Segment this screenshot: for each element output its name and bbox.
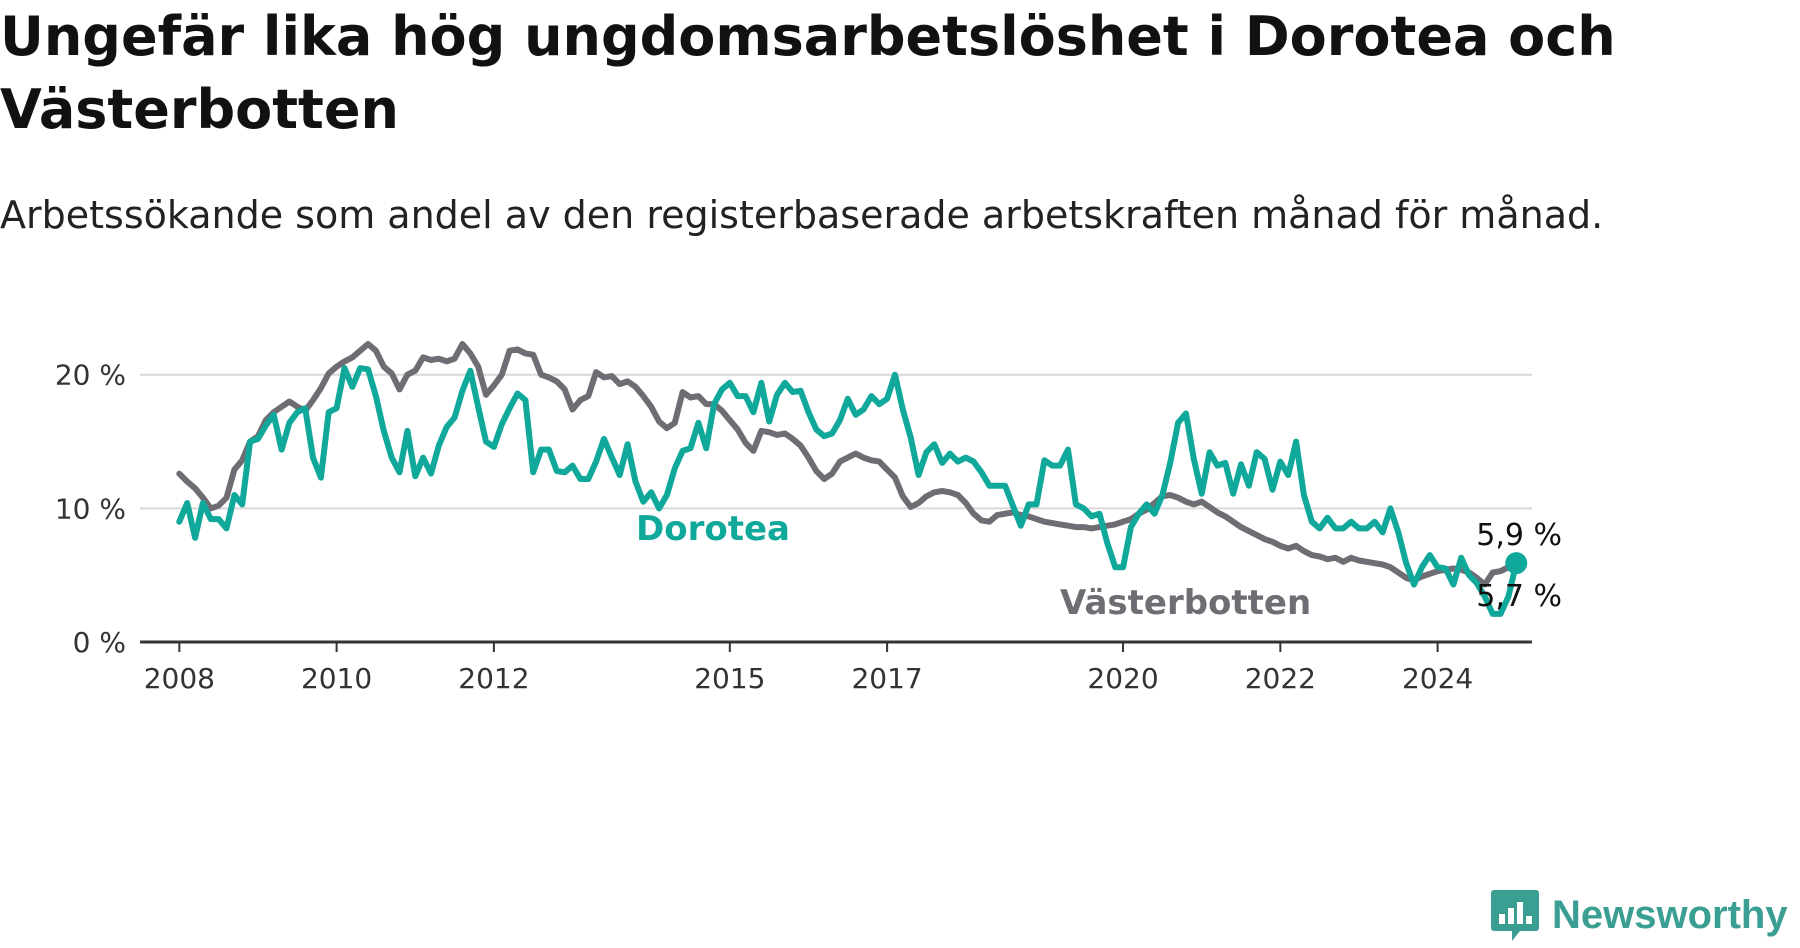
series-line-vsterbotten	[176, 341, 1520, 588]
series-label-dorotea-halo: Dorotea	[636, 509, 790, 549]
series-label-dorotea: Dorotea	[636, 509, 790, 549]
chart-subtitle: Arbetssökande som andel av den registerb…	[0, 193, 1604, 237]
axes: 0 % 10 % 20 % 2008 2010 2012 2015 2017 2020 2022 2…	[55, 359, 1532, 695]
x-tick-label: 2017	[851, 662, 922, 695]
y-tick-label: 0 %	[73, 626, 126, 659]
end-label-vasterbotten: 5,7 %	[1476, 579, 1562, 614]
series-lines	[176, 341, 1528, 617]
chart-title: Ungefär lika hög ungdomsarbetslöshet i D…	[0, 5, 1616, 141]
x-tick-label: 2008	[144, 662, 215, 695]
gridlines	[140, 373, 1532, 510]
x-tick-label: 2015	[694, 662, 765, 695]
series-label-vasterbotten-halo: Västerbotten	[1060, 583, 1311, 623]
x-tick-label: 2024	[1402, 662, 1473, 695]
x-tick-label: 2010	[301, 662, 372, 695]
brand-name: Newsworthy	[1552, 892, 1788, 937]
series-label-vasterbotten: Västerbotten	[1060, 583, 1311, 623]
series-labels: 5,9 %5,7 %DoroteaDoroteaVästerbottenVäst…	[631, 504, 1562, 628]
newsworthy-logo: Newsworthy	[1490, 888, 1788, 942]
bar-chart-badge-icon	[1491, 890, 1539, 941]
end-point-dorotea	[1505, 552, 1528, 575]
series-line-dorotea	[176, 365, 1520, 617]
x-tick-label: 2022	[1245, 662, 1316, 695]
x-tick-label: 2020	[1087, 662, 1158, 695]
y-tick-label: 10 %	[55, 492, 126, 525]
end-label-dorotea: 5,9 %	[1476, 518, 1562, 553]
x-tick-label: 2012	[458, 662, 529, 695]
y-tick-label: 20 %	[55, 359, 126, 392]
